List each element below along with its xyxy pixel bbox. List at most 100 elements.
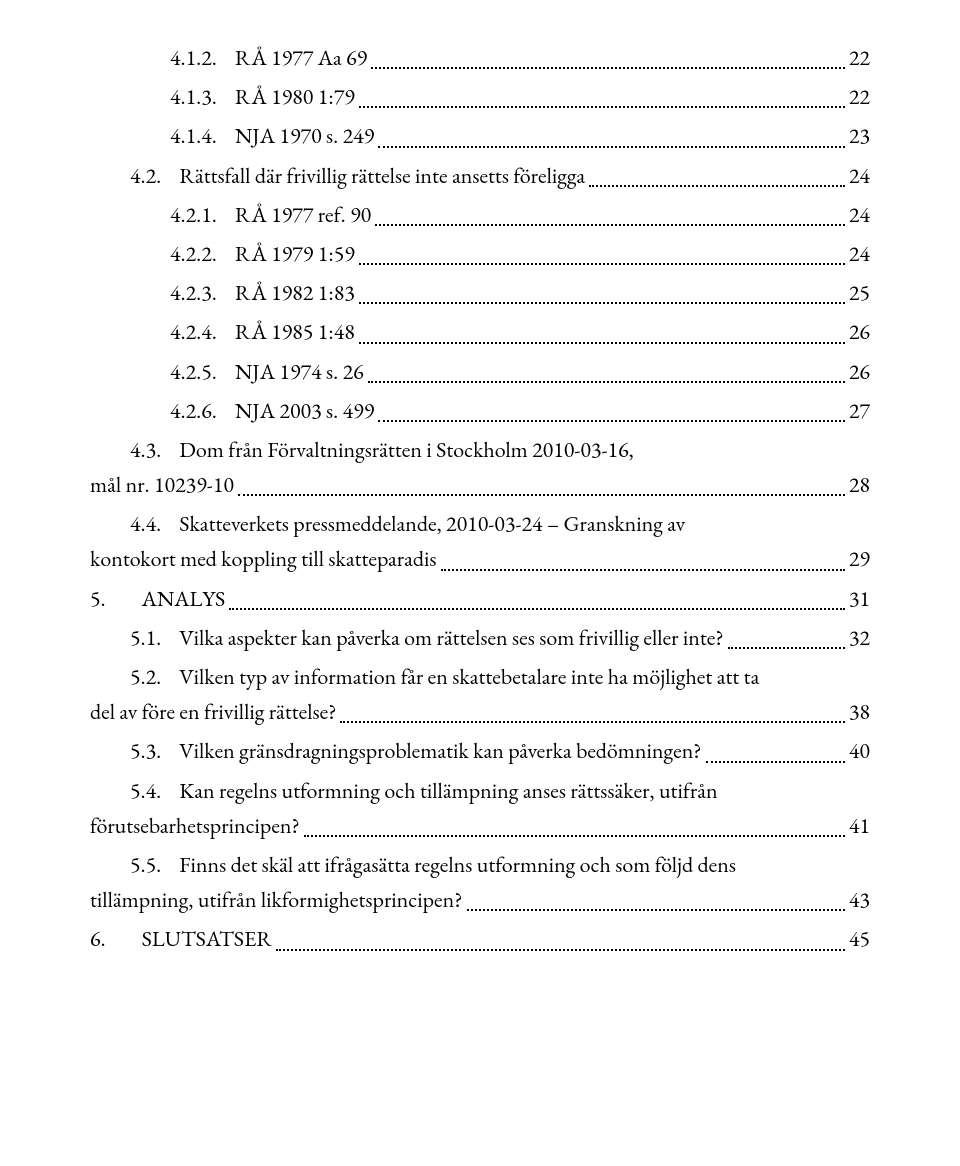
toc-entry-title-line: Skatteverkets pressmeddelande, 2010-03-2… (179, 506, 685, 541)
toc-dot-leader (238, 493, 845, 496)
toc-entry-title: RÅ 1979 1:59 (235, 236, 355, 271)
toc-dot-leader (378, 419, 845, 422)
toc-entry-page: 28 (849, 467, 870, 502)
toc-entry-title-tail: tillämpning, utifrån likformighetsprinci… (90, 882, 463, 917)
toc-entry-title-tail: förutsebarhetsprincipen? (90, 808, 300, 843)
toc-entry-number: 4.1.3. (170, 79, 217, 114)
toc-entry: 4.2.1. RÅ 1977 ref. 90 24 (90, 197, 870, 232)
toc-entry-title-line: Dom från Förvaltningsrätten i Stockholm … (179, 432, 633, 467)
toc-dot-leader (359, 105, 845, 108)
toc-dot-leader (467, 908, 845, 911)
toc-dot-leader (368, 380, 845, 383)
toc-entry-title: RÅ 1985 1:48 (235, 314, 355, 349)
toc-entry-page: 45 (849, 921, 870, 956)
toc-entry-title: NJA 1970 s. 249 (235, 118, 374, 153)
toc-entry: 4.1.4. NJA 1970 s. 249 23 (90, 118, 870, 153)
toc-entry-title: ANALYS (142, 581, 226, 616)
toc-entry-number: 5.2. (130, 659, 161, 694)
toc-entry-title: SLUTSATSER (142, 921, 272, 956)
toc-entry: 4.2.2. RÅ 1979 1:59 24 (90, 236, 870, 271)
toc-entry-title: Vilka aspekter kan påverka om rättelsen … (179, 620, 723, 655)
toc-entry: 4.2.3. RÅ 1982 1:83 25 (90, 275, 870, 310)
toc-entry-title-line: Vilken typ av information får en skatteb… (179, 659, 759, 694)
toc-entry-page: 38 (849, 694, 870, 729)
toc-entry-title: RÅ 1977 Aa 69 (235, 40, 367, 75)
toc-entry-title: Vilken gränsdragningsproblematik kan påv… (179, 733, 701, 768)
toc-entry: 4.3. Dom från Förvaltningsrätten i Stockh… (90, 432, 870, 502)
toc-entry-number: 4.1.4. (170, 118, 217, 153)
toc-entry-page: 22 (849, 40, 870, 75)
toc-entry: 4.1.2. RÅ 1977 Aa 69 22 (90, 40, 870, 75)
toc-entry: 4.2.6. NJA 2003 s. 499 27 (90, 393, 870, 428)
toc-entry-page: 26 (849, 354, 870, 389)
toc-entry-number: 4.2. (130, 158, 161, 193)
toc-entry-number: 5.1. (130, 620, 161, 655)
toc-entry-number: 5.3. (130, 733, 161, 768)
toc-entry-page: 40 (849, 733, 870, 768)
toc-entry-number: 4.2.1. (170, 197, 217, 232)
toc-entry-title-tail: kontokort med koppling till skatteparadi… (90, 541, 437, 576)
toc-entry-page: 23 (849, 118, 870, 153)
toc-entry-page: 25 (849, 275, 870, 310)
toc-entry-page: 32 (849, 620, 870, 655)
toc-entry-page: 27 (849, 393, 870, 428)
toc-entry-number: 4.3. (130, 432, 161, 467)
toc-entry: 4.1.3. RÅ 1980 1:79 22 (90, 79, 870, 114)
toc-entry-page: 31 (849, 581, 870, 616)
toc-dot-leader (276, 948, 845, 951)
toc-entry-page: 29 (849, 541, 870, 576)
toc-entry: 4.2.4. RÅ 1985 1:48 26 (90, 314, 870, 349)
toc-dot-leader (304, 834, 845, 837)
toc-entry-number: 5.5. (130, 847, 161, 882)
toc-entry-number: 6. (90, 921, 106, 956)
toc-dot-leader (359, 301, 845, 304)
toc-entry-number: 4.2.4. (170, 314, 217, 349)
toc-entry-title: Rättsfall där frivillig rättelse inte an… (179, 158, 585, 193)
toc-entry-number: 4.2.2. (170, 236, 217, 271)
toc-entry: 5.4.Kan regelns utformning och tillämpni… (90, 773, 870, 843)
toc-entry: 5.1. Vilka aspekter kan påverka om rättel… (90, 620, 870, 655)
toc-entry-title-tail: mål nr. 10239-10 (90, 467, 234, 502)
toc-dot-leader (229, 607, 845, 610)
table-of-contents: 4.1.2. RÅ 1977 Aa 69 22 4.1.3. RÅ 1980 1:79 2… (90, 40, 870, 957)
toc-entry: 4.2. Rättsfall där frivillig rättelse int… (90, 158, 870, 193)
toc-entry-title: NJA 2003 s. 499 (235, 393, 374, 428)
toc-entry-title: RÅ 1982 1:83 (235, 275, 355, 310)
toc-entry-title: RÅ 1980 1:79 (235, 79, 355, 114)
toc-entry-page: 24 (849, 197, 870, 232)
toc-entry: 4.2.5. NJA 1974 s. 26 26 (90, 354, 870, 389)
toc-dot-leader (728, 646, 845, 649)
toc-dot-leader (706, 760, 845, 763)
toc-entry: 6. SLUTSATSER 45 (90, 921, 870, 956)
toc-entry-title-line: Kan regelns utformning och tillämpning a… (179, 773, 717, 808)
toc-entry-page: 43 (849, 882, 870, 917)
toc-entry-page: 26 (849, 314, 870, 349)
toc-entry-page: 41 (849, 808, 870, 843)
toc-entry-number: 4.2.3. (170, 275, 217, 310)
toc-dot-leader (340, 720, 844, 723)
toc-dot-leader (359, 341, 845, 344)
toc-entry: 5.5. Finns det skäl att ifrågasätta regel… (90, 847, 870, 917)
toc-entry-page: 24 (849, 158, 870, 193)
toc-entry-title-line: Finns det skäl att ifrågasätta regelns u… (179, 847, 736, 882)
toc-entry-number: 5. (90, 581, 106, 616)
toc-entry: 5.2. Vilken typ av information får en ska… (90, 659, 870, 729)
toc-dot-leader (371, 66, 845, 69)
toc-entry-number: 4.1.2. (170, 40, 217, 75)
toc-entry-number: 4.2.6. (170, 393, 217, 428)
toc-entry: 5. ANALYS 31 (90, 581, 870, 616)
toc-entry-title: NJA 1974 s. 26 (235, 354, 364, 389)
toc-dot-leader (359, 262, 845, 265)
toc-entry: 5.3. Vilken gränsdragningsproblematik kan… (90, 733, 870, 768)
toc-dot-leader (441, 568, 845, 571)
toc-dot-leader (375, 223, 845, 226)
toc-entry-number: 4.2.5. (170, 354, 217, 389)
toc-entry-page: 24 (849, 236, 870, 271)
toc-entry-title-tail: del av före en frivillig rättelse? (90, 694, 336, 729)
toc-entry-page: 22 (849, 79, 870, 114)
toc-dot-leader (589, 184, 845, 187)
toc-entry-number: 4.4. (130, 506, 161, 541)
toc-entry: 4.4. Skatteverkets pressmeddelande, 2010-… (90, 506, 870, 576)
toc-dot-leader (378, 145, 845, 148)
toc-entry-title: RÅ 1977 ref. 90 (235, 197, 371, 232)
